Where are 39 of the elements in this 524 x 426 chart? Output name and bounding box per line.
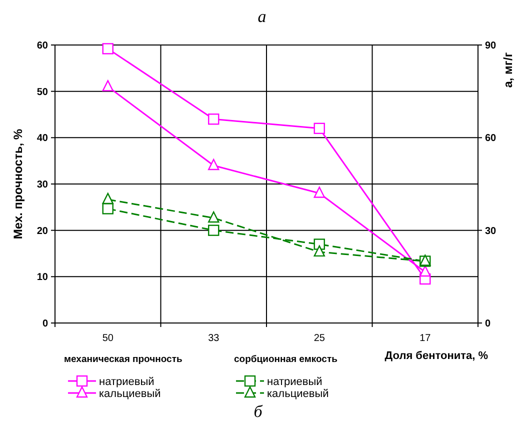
y-tick-label: 60 <box>36 40 48 52</box>
point <box>102 203 114 214</box>
point <box>208 224 220 236</box>
x-tick-label: 33 <box>208 333 220 344</box>
point <box>208 158 220 170</box>
y2-tick-label: 60 <box>485 133 497 144</box>
point <box>314 122 325 134</box>
y2-tick-label: 90 <box>485 40 497 52</box>
point <box>314 186 325 198</box>
x-tick-label: 50 <box>102 333 114 344</box>
legend-label: натриевый <box>267 376 322 388</box>
text: сорбционная емкость <box>234 354 338 365</box>
point <box>314 245 325 257</box>
y-tick-label: 10 <box>36 272 48 284</box>
legend-label: кальциевый <box>99 388 161 400</box>
text: б <box>254 402 263 421</box>
y-tick-label: 30 <box>36 180 48 190</box>
y-tick-label: 0 <box>42 318 48 330</box>
y2-axis-title: а, мг/г <box>501 52 515 88</box>
y-tick-label: 20 <box>36 226 48 237</box>
y-axis-title: Мех. прочность, % <box>11 128 25 240</box>
point <box>420 265 431 277</box>
text: механическая прочность <box>64 354 182 365</box>
y-tick-label: 40 <box>36 133 48 144</box>
point <box>102 80 114 92</box>
point <box>208 211 220 223</box>
x-tick-label: 25 <box>314 333 326 344</box>
point <box>102 43 114 54</box>
legend-label: кальциевый <box>267 388 329 400</box>
legend-label: натриевый <box>99 376 154 388</box>
point <box>208 114 220 125</box>
point <box>102 192 114 204</box>
y2-tick-label: 30 <box>485 226 497 237</box>
x-axis-title: Доля бентонита, % <box>384 350 488 362</box>
chart-title: а <box>258 7 266 26</box>
point <box>314 238 325 250</box>
y2-tick-label: 0 <box>485 318 491 330</box>
y-tick-label: 50 <box>36 86 48 98</box>
x-tick-label: 17 <box>420 333 432 344</box>
